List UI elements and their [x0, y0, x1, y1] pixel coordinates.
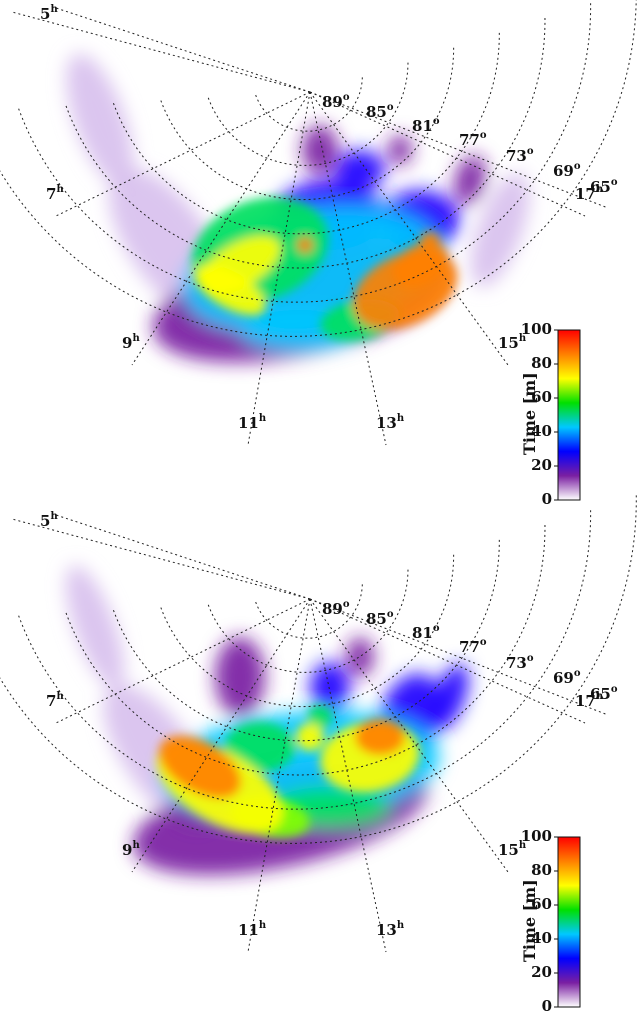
mlt-meridian	[131, 91, 311, 366]
latitude-label: 65o	[590, 177, 618, 196]
heat-cell	[308, 705, 332, 729]
heat-cell	[388, 135, 412, 165]
colorbar-tick-label: 80	[531, 861, 552, 879]
heat-cell	[297, 237, 313, 253]
latitude-circle	[0, 0, 637, 337]
latitude-circle	[255, 581, 363, 639]
latitude-circle	[112, 30, 500, 235]
colorbar	[557, 329, 581, 501]
latitude-label: 73o	[506, 146, 534, 165]
latitude-circle	[18, 507, 592, 810]
mlt-label: 11h	[238, 920, 267, 939]
heat-cell	[296, 723, 324, 751]
heat-cell	[215, 637, 265, 717]
latitude-label: 73o	[506, 653, 534, 672]
latitude-label: 85o	[366, 102, 394, 121]
mlt-meridian	[309, 598, 586, 724]
latitude-label: 69o	[553, 668, 581, 687]
mlt-meridian	[49, 5, 311, 93]
mlt-meridian	[309, 91, 387, 446]
mlt-label: 11h	[238, 413, 267, 432]
sector-boundary	[309, 91, 609, 209]
mlt-label: 15h	[498, 840, 527, 859]
latitude-circle	[18, 0, 592, 303]
heat-cell	[346, 637, 374, 677]
sector-boundary	[11, 518, 311, 600]
latitude-circle	[255, 74, 363, 132]
latitude-circle	[160, 45, 455, 201]
polar-heatmap-panel-2: 89o 85o 81o 77o 73o 69o 65o 5h 7h 9h 11h 13h 15h 17h 0…	[0, 492, 640, 1015]
heat-cell	[66, 53, 134, 187]
colorbar	[557, 836, 581, 1008]
colorbar-tick-label: 100	[520, 827, 552, 845]
sector-boundary	[309, 598, 609, 716]
heat-cell	[225, 722, 295, 772]
heatmap-plot-area	[0, 0, 637, 501]
latitude-label: 85o	[366, 609, 394, 628]
mlt-label: 5h	[40, 511, 58, 530]
mlt-label: 9h	[122, 840, 140, 859]
colorbar-title: Time [m]	[520, 372, 539, 455]
colorbar-tick-label: 0	[541, 997, 552, 1015]
heatmap-plot-area	[0, 492, 637, 1008]
colorbar-tick-label: 60	[531, 895, 552, 913]
latitude-label: 89o	[322, 92, 350, 111]
mlt-meridian	[309, 91, 509, 366]
heat-cell	[353, 250, 457, 330]
mlt-label: 5h	[40, 4, 58, 23]
heat-cell	[194, 264, 266, 316]
latitude-label: 65o	[590, 684, 618, 703]
heat-cell	[355, 719, 405, 755]
latitude-label: 89o	[322, 599, 350, 618]
colorbar-title: Time [m]	[520, 879, 539, 962]
heat-cell	[454, 155, 486, 205]
mlt-label: 13h	[376, 413, 405, 432]
colorbar-tick-label: 20	[531, 456, 552, 474]
sector-boundary	[11, 11, 311, 93]
latitude-circle	[112, 537, 500, 742]
mlt-label: 7h	[46, 691, 64, 710]
mlt-label: 7h	[46, 184, 64, 203]
colorbar-tick-label: 100	[520, 320, 552, 338]
mlt-label: 9h	[122, 333, 140, 352]
latitude-label: 69o	[553, 161, 581, 180]
latitude-circle	[207, 567, 409, 673]
colorbar-tick-label: 20	[531, 963, 552, 981]
latitude-label: 81o	[412, 623, 440, 642]
mlt-label: 17h	[575, 184, 604, 203]
mlt-meridian	[55, 91, 311, 217]
mlt-meridian	[309, 598, 509, 873]
mlt-meridian	[131, 598, 311, 873]
colorbar-tick-label: 40	[531, 422, 552, 440]
colorbar-tick-label: 40	[531, 929, 552, 947]
latitude-circle	[160, 552, 455, 708]
mlt-label: 15h	[498, 333, 527, 352]
heat-cell	[65, 565, 125, 689]
mlt-label: 13h	[376, 920, 405, 939]
latitude-circle	[207, 60, 409, 166]
mlt-label: 17h	[575, 691, 604, 710]
mlt-meridian	[309, 91, 586, 217]
colorbar-tick-label: 60	[531, 388, 552, 406]
latitude-label: 81o	[412, 116, 440, 135]
latitude-label: 77o	[459, 130, 487, 149]
colorbar-tick-label: 0	[541, 490, 552, 508]
colorbar-tick-label: 80	[531, 354, 552, 372]
latitude-label: 77o	[459, 637, 487, 656]
mlt-meridian	[309, 598, 387, 953]
heat-cell	[470, 173, 530, 287]
polar-heatmap-panel-1: 89o 85o 81o 77o 73o 69o 65o 5h 7h 9h 11h 13h 15h 17h 0…	[0, 0, 640, 508]
heat-cell	[310, 662, 350, 712]
mlt-meridian	[55, 598, 311, 724]
latitude-circle	[0, 492, 637, 844]
mlt-meridian	[49, 512, 311, 600]
heat-cell	[335, 150, 385, 190]
heat-cell	[302, 125, 338, 175]
